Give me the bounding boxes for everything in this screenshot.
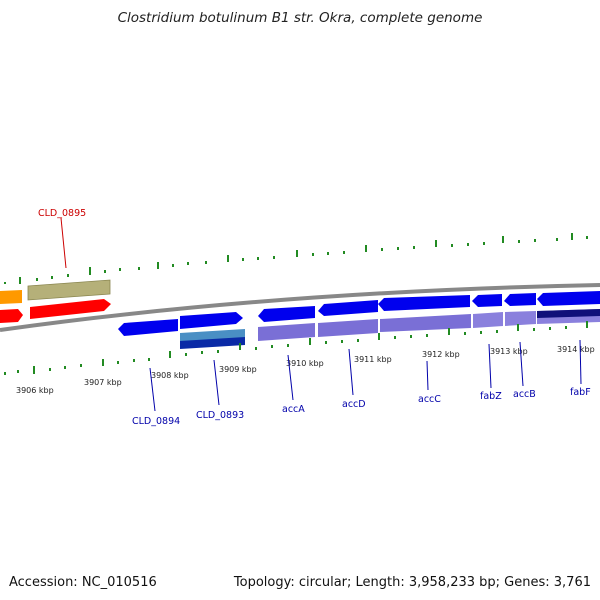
cds-arrow-cld-0895[interactable]: [30, 299, 111, 319]
axis-label-3909: 3909 kbp: [219, 365, 257, 374]
accession-text: Accession: NC_010516: [9, 575, 157, 590]
gene-label-cld-0895[interactable]: CLD_0895: [38, 208, 86, 219]
gene-bar-fabz[interactable]: [473, 312, 503, 328]
gene-label-accb[interactable]: accB: [513, 389, 536, 400]
cds-arrow-accd[interactable]: [318, 300, 378, 316]
gene-bar-fabf-dark[interactable]: [537, 309, 600, 318]
gene-bar-cld-0895[interactable]: [27, 279, 111, 301]
axis-label-3907: 3907 kbp: [84, 378, 122, 387]
gene-bar-accc[interactable]: [380, 314, 471, 332]
cds-arrow-accc[interactable]: [378, 295, 470, 311]
outer-tick-track: [4, 233, 588, 284]
axis-label-3914: 3914 kbp: [557, 345, 595, 354]
genome-backbone: [0, 283, 600, 332]
cds-arrow-left-red[interactable]: [0, 309, 23, 323]
gene-bar-acca[interactable]: [258, 323, 315, 341]
gene-label-fabf[interactable]: fabF: [570, 387, 591, 398]
gene-bar-accd[interactable]: [318, 319, 378, 337]
gene-label-cld-0894[interactable]: CLD_0894: [132, 416, 180, 427]
axis-label-3906: 3906 kbp: [16, 386, 54, 395]
gene-label-accc[interactable]: accC: [418, 394, 441, 405]
pseudo-orange-feature[interactable]: [0, 290, 22, 304]
genome-title: Clostridium botulinum B1 str. Okra, comp…: [118, 10, 483, 26]
axis-label-3912: 3912 kbp: [422, 350, 460, 359]
axis-label-3913: 3913 kbp: [490, 347, 528, 356]
axis-label-3911: 3911 kbp: [354, 355, 392, 364]
inner-tick-track: [4, 321, 588, 375]
gene-bar-cld-0893-cds[interactable]: [180, 337, 245, 349]
axis-label-3910: 3910 kbp: [286, 359, 324, 368]
cds-arrow-cld-0894[interactable]: [118, 319, 178, 336]
cds-arrow-cld-0893[interactable]: [180, 312, 243, 329]
gene-label-cld-0893[interactable]: CLD_0893: [196, 410, 244, 421]
topology-text: Topology: circular; Length: 3,958,233 bp…: [233, 575, 591, 590]
gene-label-accd[interactable]: accD: [342, 399, 366, 410]
gene-bar-accb[interactable]: [505, 311, 536, 326]
cds-arrow-fabf[interactable]: [537, 291, 600, 306]
cds-arrow-fabz[interactable]: [472, 294, 502, 307]
gene-label-acca[interactable]: accA: [282, 404, 305, 415]
gene-label-fabz[interactable]: fabZ: [480, 391, 502, 402]
axis-label-3908: 3908 kbp: [151, 371, 189, 380]
cds-arrow-accb[interactable]: [504, 293, 536, 306]
label-connectors: [60, 217, 582, 412]
cds-arrow-acca[interactable]: [258, 306, 315, 322]
